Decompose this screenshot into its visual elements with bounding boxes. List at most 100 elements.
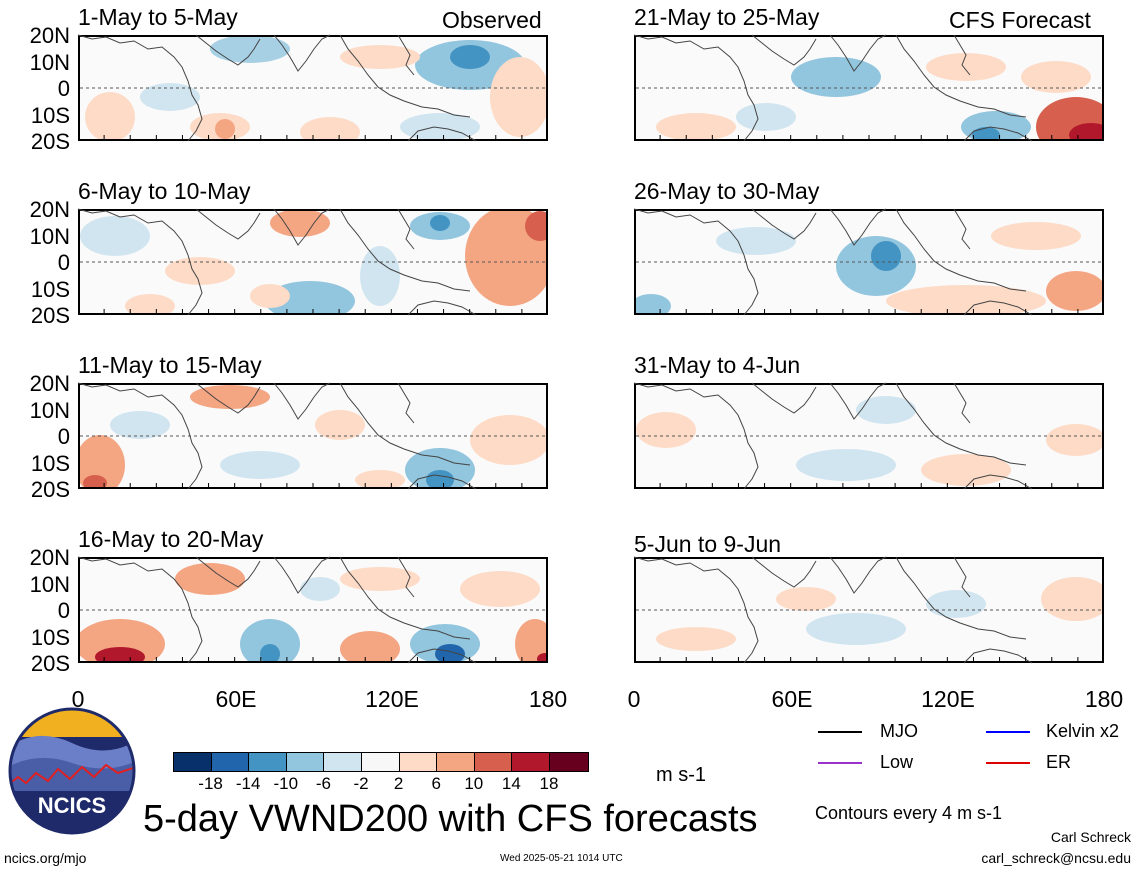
colorbar-tick-label: -10 [273, 774, 299, 793]
lon-label: 0 [627, 686, 641, 712]
lat-label: 20N [29, 197, 70, 222]
panel-title: 1-May to 5-May [78, 4, 238, 30]
panel-title: 21-May to 25-May [634, 4, 820, 30]
anomaly-map [656, 53, 1102, 139]
coastline [829, 556, 887, 594]
coastline [339, 34, 471, 118]
coastline [273, 208, 331, 246]
lat-label: 20S [30, 129, 70, 154]
coastline [963, 648, 1033, 664]
colorbar-swatch [474, 753, 513, 771]
coastline [895, 382, 1027, 466]
coastline [195, 382, 261, 414]
colorbar-tick-label: 14 [501, 774, 521, 793]
colorbar-tick-label: 10 [464, 774, 484, 793]
map-panel [78, 557, 548, 663]
panel-title: 26-May to 30-May [634, 178, 820, 204]
coastline [273, 556, 331, 594]
lat-label: 20N [29, 23, 70, 48]
coastline [633, 34, 759, 142]
lon-label: 180 [1084, 686, 1124, 712]
lon-label: 120E [921, 686, 975, 712]
lat-label: 10S [30, 276, 70, 302]
lat-label: 10N [29, 397, 70, 423]
coastline [407, 126, 477, 142]
colorbar [173, 752, 589, 772]
coastline [963, 300, 1033, 316]
coastline [751, 208, 817, 240]
panel-title: 6-May to 10-May [78, 178, 251, 204]
coastline [273, 34, 331, 72]
colorbar-swatch [512, 753, 550, 771]
colorbar-tick-label: -2 [353, 774, 369, 793]
coastline [963, 126, 1033, 142]
coastline [895, 34, 1027, 118]
panel-title: 16-May to 20-May [78, 526, 264, 552]
colorbar-swatch [286, 753, 325, 771]
anomaly-map [80, 211, 546, 313]
map-panel [78, 35, 548, 141]
coastline [829, 34, 887, 72]
lat-label: 0 [57, 424, 70, 449]
coastline [963, 474, 1033, 490]
map-panel [78, 383, 548, 489]
anomaly-map [636, 222, 1102, 313]
coastline [195, 34, 261, 66]
legend-line-er [986, 762, 1030, 764]
lat-label: 10N [29, 223, 70, 249]
coastline [829, 382, 887, 420]
anomaly-map [85, 37, 546, 139]
lon-label: 120E [365, 686, 419, 712]
colorbar-swatch [249, 753, 287, 771]
coastline [397, 34, 415, 76]
colorbar-tick-label: -18 [198, 774, 223, 793]
lat-label: 0 [57, 598, 70, 623]
coastline [953, 208, 971, 250]
footer-timestamp: Wed 2025-05-21 1014 UTC [500, 853, 623, 864]
panel-title: 11-May to 15-May [78, 352, 262, 378]
map-panel [634, 209, 1104, 315]
coastline [397, 208, 415, 250]
footer-email: carl_schreck@ncsu.edu [981, 850, 1131, 866]
ncics-logo: NCICS [8, 707, 136, 835]
coastline [339, 382, 471, 466]
anomaly-map [80, 563, 546, 661]
coastline [895, 208, 1027, 292]
colorbar-swatch [549, 753, 588, 771]
panel-title: 31-May to 4-Jun [634, 352, 801, 378]
lat-label: 10S [30, 102, 70, 128]
coastline [895, 556, 1027, 640]
legend-line-low [818, 762, 862, 764]
colorbar-tick-label: 2 [393, 774, 404, 793]
coastline [751, 34, 817, 66]
coastline [339, 208, 471, 292]
coastline [273, 382, 331, 420]
lon-label: 60E [771, 686, 813, 712]
colorbar-tick-label: 6 [431, 774, 441, 793]
colorbar-swatch [174, 753, 212, 771]
legend-label: Kelvin x2 [1046, 721, 1120, 741]
coastline [397, 556, 415, 598]
colorbar-swatch [211, 753, 250, 771]
footer-url: ncics.org/mjo [4, 850, 87, 866]
lon-label: 60E [215, 686, 257, 712]
colorbar-swatch [437, 753, 475, 771]
lat-label: 0 [57, 250, 70, 275]
coastline [829, 208, 887, 246]
coastline [77, 382, 203, 490]
coastline [77, 556, 203, 664]
legend-line-kelvin [986, 731, 1030, 733]
coastline [633, 556, 759, 664]
panel-title: 5-Jun to 9-Jun [634, 531, 782, 557]
coastline [751, 556, 817, 588]
lon-label: 0 [71, 686, 85, 712]
anomaly-map [636, 396, 1102, 486]
lat-label: 20N [29, 545, 70, 570]
main-title: 5-day VWND200 with CFS forecasts [143, 798, 758, 840]
coastline [397, 382, 415, 424]
colorbar-swatch [399, 753, 438, 771]
anomaly-map [656, 577, 1102, 651]
coastline [77, 208, 203, 316]
lat-label: 10S [30, 624, 70, 650]
colorbar-swatch [324, 753, 362, 771]
